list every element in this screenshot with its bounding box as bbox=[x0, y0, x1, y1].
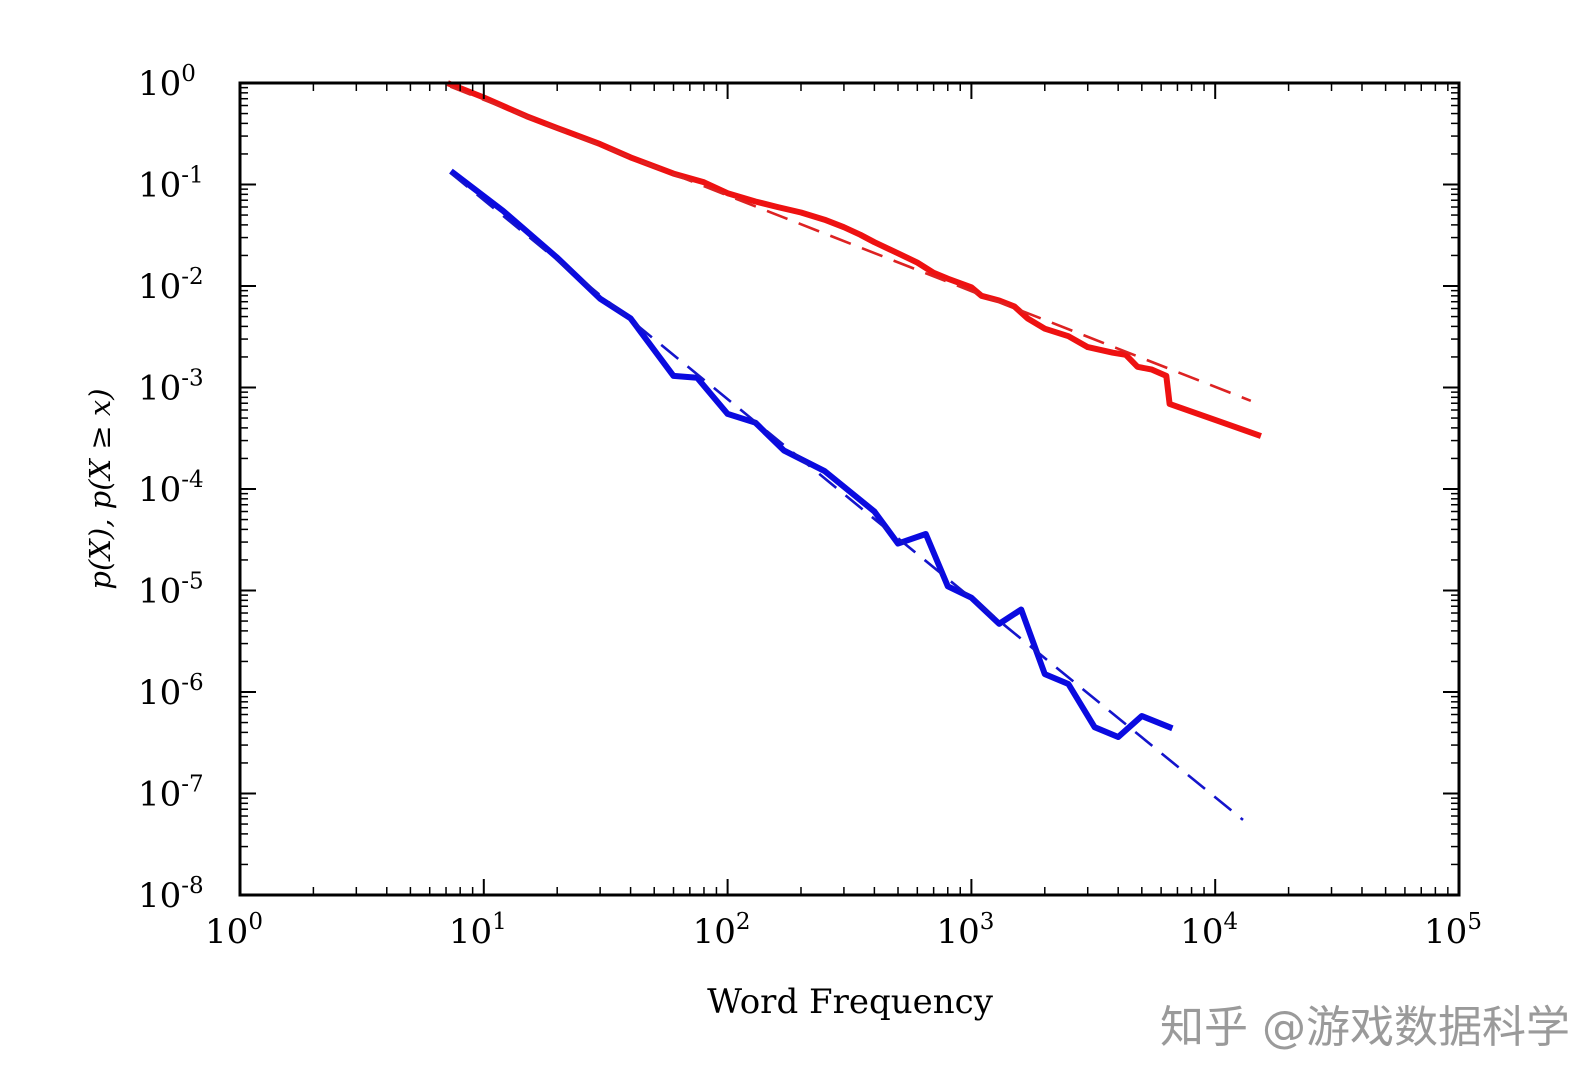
x-tick-label: 104 bbox=[1180, 909, 1238, 952]
y-tick-label: 10-3 bbox=[138, 366, 204, 409]
x-tick-label: 105 bbox=[1424, 909, 1482, 952]
series-line-1-fit bbox=[450, 85, 1252, 403]
y-tick-label: 10-5 bbox=[138, 569, 204, 612]
series-line-3-fit bbox=[449, 171, 1244, 821]
y-tick-label: 10-6 bbox=[138, 670, 204, 713]
y-tick-label: 10-4 bbox=[138, 467, 204, 510]
x-tick-label: 102 bbox=[693, 909, 751, 952]
series-layer bbox=[446, 80, 1262, 821]
y-tick-label: 10-2 bbox=[138, 264, 204, 307]
y-tick-label: 10-8 bbox=[138, 873, 204, 916]
ticks-layer bbox=[239, 82, 1460, 896]
watermark-text: 知乎 @游戏数据科学 bbox=[1160, 1002, 1570, 1053]
x-tick-label: 101 bbox=[449, 909, 507, 952]
y-tick-label: 10-7 bbox=[138, 772, 204, 815]
y-axis-title: p(X), p(X ≥ x) bbox=[83, 388, 117, 589]
y-tick-label: 100 bbox=[138, 61, 196, 104]
x-tick-label: 103 bbox=[936, 909, 994, 952]
x-tick-labels: 100 101 102 103 104 105 bbox=[205, 909, 1482, 952]
y-tick-label: 10-1 bbox=[138, 163, 204, 206]
x-axis-title: Word Frequency bbox=[707, 982, 994, 1022]
y-tick-labels: 100 10-1 10-2 10-3 10-4 10-5 10-6 10-7 10-8 bbox=[138, 61, 204, 916]
x-tick-label: 100 bbox=[205, 909, 263, 952]
series-line-0 bbox=[446, 80, 1262, 439]
